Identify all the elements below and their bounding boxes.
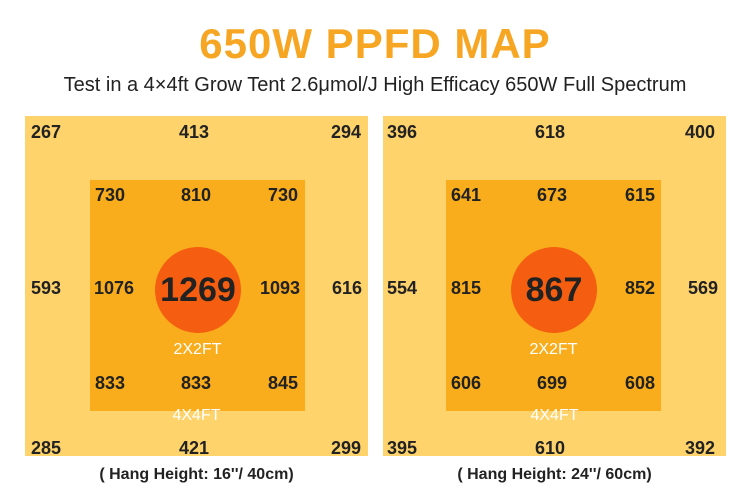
- inner-bottom-center-value: 833: [181, 373, 212, 393]
- outer-mid-left-value: 593: [31, 278, 62, 298]
- outer-bottom-left-value: 285: [31, 438, 62, 458]
- inner-mid-right-value: 852: [625, 278, 656, 298]
- outer-zone-label: 4X4FT: [172, 407, 221, 424]
- outer-top-center-value: 618: [535, 122, 566, 142]
- ppfd-map-24in: 396 618 400 554 569 395 610 392 641 673 …: [383, 116, 726, 458]
- inner-bottom-left-value: 833: [95, 373, 126, 393]
- outer-mid-left-value: 554: [387, 278, 418, 298]
- outer-mid-right-value: 569: [688, 278, 719, 298]
- inner-top-right-value: 615: [625, 185, 656, 205]
- outer-bottom-left-value: 395: [387, 438, 418, 458]
- inner-zone-label: 2X2FT: [529, 341, 578, 358]
- inner-bottom-left-value: 606: [451, 373, 482, 393]
- inner-top-left-value: 641: [451, 185, 482, 205]
- inner-bottom-right-value: 608: [625, 373, 656, 393]
- inner-top-center-value: 810: [181, 185, 212, 205]
- inner-top-right-value: 730: [268, 185, 299, 205]
- outer-bottom-right-value: 299: [331, 438, 362, 458]
- inner-mid-right-value: 1093: [260, 278, 301, 298]
- inner-top-center-value: 673: [537, 185, 568, 205]
- outer-top-left-value: 396: [387, 122, 418, 142]
- inner-zone-label: 2X2FT: [173, 341, 222, 358]
- outer-bottom-right-value: 392: [685, 438, 716, 458]
- outer-mid-right-value: 616: [332, 278, 363, 298]
- outer-top-right-value: 400: [685, 122, 716, 142]
- inner-bottom-center-value: 699: [537, 373, 568, 393]
- outer-zone-label: 4X4FT: [530, 407, 579, 424]
- inner-bottom-right-value: 845: [268, 373, 299, 393]
- page-subtitle: Test in a 4×4ft Grow Tent 2.6μmol/J High…: [63, 74, 687, 96]
- hang-height-caption: ( Hang Height: 16''/ 40cm): [99, 466, 294, 483]
- inner-zone: 730 810 730 1076 1093 1269 2X2FT 833 833…: [90, 180, 305, 411]
- ppfd-map-16in: 267 413 294 593 616 285 421 299 730 810 …: [25, 116, 368, 458]
- outer-bottom-center-value: 610: [535, 438, 566, 458]
- hang-height-caption: ( Hang Height: 24''/ 60cm): [457, 466, 652, 483]
- inner-zone: 641 673 615 815 852 867 2X2FT 606 699 60…: [446, 180, 661, 411]
- center-value-circle: 1269: [155, 247, 241, 333]
- inner-mid-left-value: 815: [451, 278, 482, 298]
- inner-top-left-value: 730: [95, 185, 126, 205]
- outer-top-left-value: 267: [31, 122, 62, 142]
- outer-top-center-value: 413: [179, 122, 210, 142]
- outer-top-right-value: 294: [331, 122, 362, 142]
- inner-mid-left-value: 1076: [94, 278, 135, 298]
- page-title: 650W PPFD MAP: [199, 20, 551, 67]
- outer-bottom-center-value: 421: [179, 438, 210, 458]
- center-value-circle: 867: [511, 247, 597, 333]
